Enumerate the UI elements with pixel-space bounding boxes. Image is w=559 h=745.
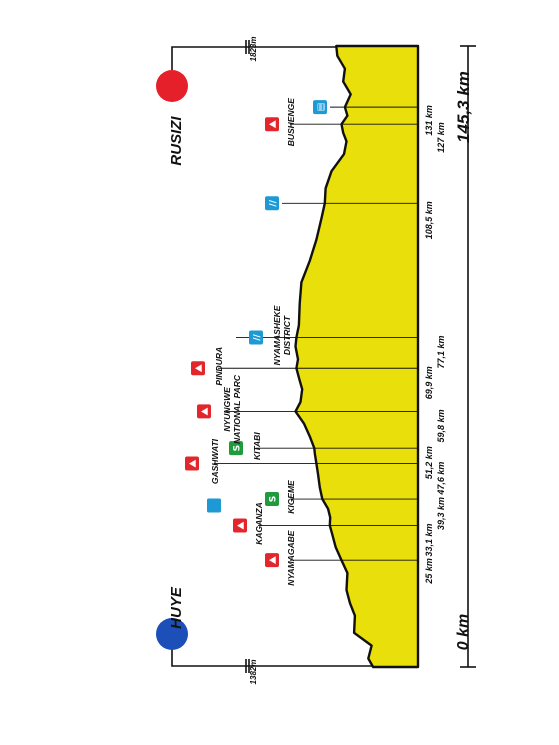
route-point: // NYAMASHEKE DISTRICT xyxy=(236,305,418,365)
start-km: 0 km xyxy=(455,614,472,650)
point-name: KITABI xyxy=(252,432,262,460)
point-name: NYUNGWE xyxy=(222,387,232,432)
start-town: HUYE xyxy=(168,586,185,629)
point-subname: DISTRICT xyxy=(282,315,292,355)
route-point: // xyxy=(265,196,418,211)
point-name: PINDURA xyxy=(214,347,224,386)
feed-icon xyxy=(265,196,279,211)
feed-icon-glyph: // xyxy=(269,199,279,206)
start-altitude: 1382m xyxy=(249,660,258,685)
finish-marker: RUSIZI 1823m 145,3 km xyxy=(156,37,473,166)
finish-dot xyxy=(156,70,188,102)
route-point: S KIGEME xyxy=(265,480,418,514)
climb-icon xyxy=(197,404,211,419)
climb-icon xyxy=(191,361,205,376)
start-bracket xyxy=(171,648,418,667)
food-icon xyxy=(313,100,327,115)
km-label: 47,6 km xyxy=(436,462,446,496)
feed-icon-glyph: // xyxy=(253,333,263,340)
route-point: ▤ xyxy=(313,100,418,115)
finish-town: RUSIZI xyxy=(168,116,185,166)
climb-icon-glyph: ⛰ xyxy=(269,120,279,129)
point-name: KAGANZA xyxy=(254,502,264,545)
point-name: GASHWATI xyxy=(210,438,220,484)
food-icon-glyph: ▤ xyxy=(317,103,327,112)
route-point: ⛰ NYUNGWE NATIONAL PARC xyxy=(197,374,418,444)
sprint-icon-glyph: S xyxy=(233,445,243,451)
climb-icon xyxy=(185,456,199,471)
climb-icon-glyph: ⛰ xyxy=(237,521,247,530)
km-label: 131 km xyxy=(424,105,434,136)
km-label: 69,9 km xyxy=(424,366,434,399)
route-point: ⛰⛰KAGANZA xyxy=(207,498,418,545)
km-label: 77,1 km xyxy=(436,335,446,368)
km-label: 33,1 km xyxy=(424,524,434,557)
sprint-icon-glyph: S xyxy=(269,496,279,502)
climb-icon-glyph: ⛰ xyxy=(201,407,211,416)
start-marker: HUYE 1382m 0 km xyxy=(156,586,472,684)
route-point: S KITABI xyxy=(229,432,418,460)
route-point: ⛰ GASHWATI xyxy=(185,438,418,484)
climb-icon xyxy=(265,553,279,568)
route-markers: ⛰ NYAMAGABE S KIGEME ⛰ ⛰ KAGANZA ⛰ GASHWATI S KITA… xyxy=(185,98,418,586)
climb-icon-glyph: ⛰ xyxy=(189,459,199,468)
point-subname: NATIONAL PARC xyxy=(232,374,242,444)
climb-icon-glyph: ⛰ xyxy=(195,364,205,373)
route-point: ⛰ NYAMAGABE xyxy=(265,530,418,586)
climb-icon xyxy=(265,117,279,132)
km-label: 127 km xyxy=(436,122,446,153)
point-name: KIGEME xyxy=(286,480,296,514)
sprint-icon xyxy=(265,492,279,507)
point-name: NYAMASHEKE xyxy=(272,305,282,365)
km-label: 108,5 km xyxy=(424,201,434,239)
point-name: BUSHENGE xyxy=(286,98,296,147)
km-label: 25 km xyxy=(424,558,434,585)
km-label: 51,2 km xyxy=(424,446,434,479)
route-point: ⛰ PINDURA xyxy=(191,347,418,386)
elevation-profile-area xyxy=(294,44,420,669)
km-label: 39,3 km xyxy=(436,497,446,530)
sprint-icon xyxy=(229,441,243,456)
route-point: ⛰ BUSHENGE xyxy=(265,98,418,147)
climb-icon-glyph: ⛰ xyxy=(269,556,279,565)
point-name: NYAMAGABE xyxy=(286,530,296,585)
distance-axis xyxy=(460,45,476,668)
climb-icon xyxy=(233,518,247,533)
total-km: 145,3 km xyxy=(454,71,473,143)
finish-altitude: 1823m xyxy=(249,37,258,62)
feed-icon xyxy=(207,498,221,513)
km-label: 59,8 km xyxy=(436,409,446,442)
feed-icon xyxy=(249,330,263,345)
start-dot xyxy=(156,618,188,650)
